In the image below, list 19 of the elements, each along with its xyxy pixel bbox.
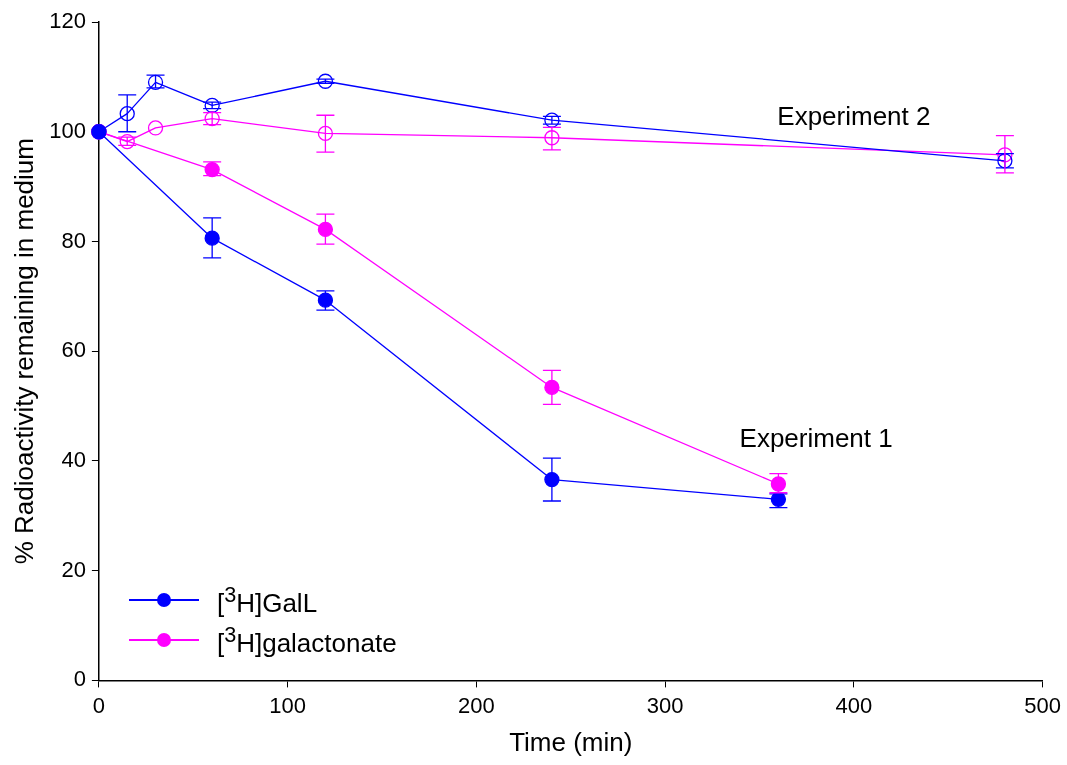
x-tick-label: 400 bbox=[835, 692, 873, 718]
annotation: Experiment 1 bbox=[739, 423, 893, 454]
x-tick-label: 100 bbox=[269, 692, 307, 718]
x-tick-label: 500 bbox=[1024, 692, 1062, 718]
y-tick-label: 100 bbox=[49, 117, 86, 143]
y-axis-title: % Radioactivity remaining in medium bbox=[8, 138, 39, 565]
y-tick-label: 80 bbox=[61, 227, 86, 253]
legend-label: [$^{3}$H]GalL bbox=[216, 582, 318, 619]
x-tick-label: 300 bbox=[646, 692, 684, 718]
y-tick-label: 0 bbox=[73, 666, 86, 692]
annotation: Experiment 2 bbox=[777, 100, 931, 131]
x-tick-label: 0 bbox=[92, 692, 106, 718]
y-tick-label: 120 bbox=[49, 8, 86, 34]
y-tick-label: 40 bbox=[61, 447, 86, 472]
y-tick-label: 60 bbox=[61, 337, 86, 363]
x-axis-title: Time (min) bbox=[509, 726, 633, 757]
y-tick-label: 20 bbox=[61, 556, 86, 582]
x-tick-label: 200 bbox=[458, 692, 495, 718]
legend-label: [$^{3}$H]galactonate bbox=[216, 622, 397, 659]
